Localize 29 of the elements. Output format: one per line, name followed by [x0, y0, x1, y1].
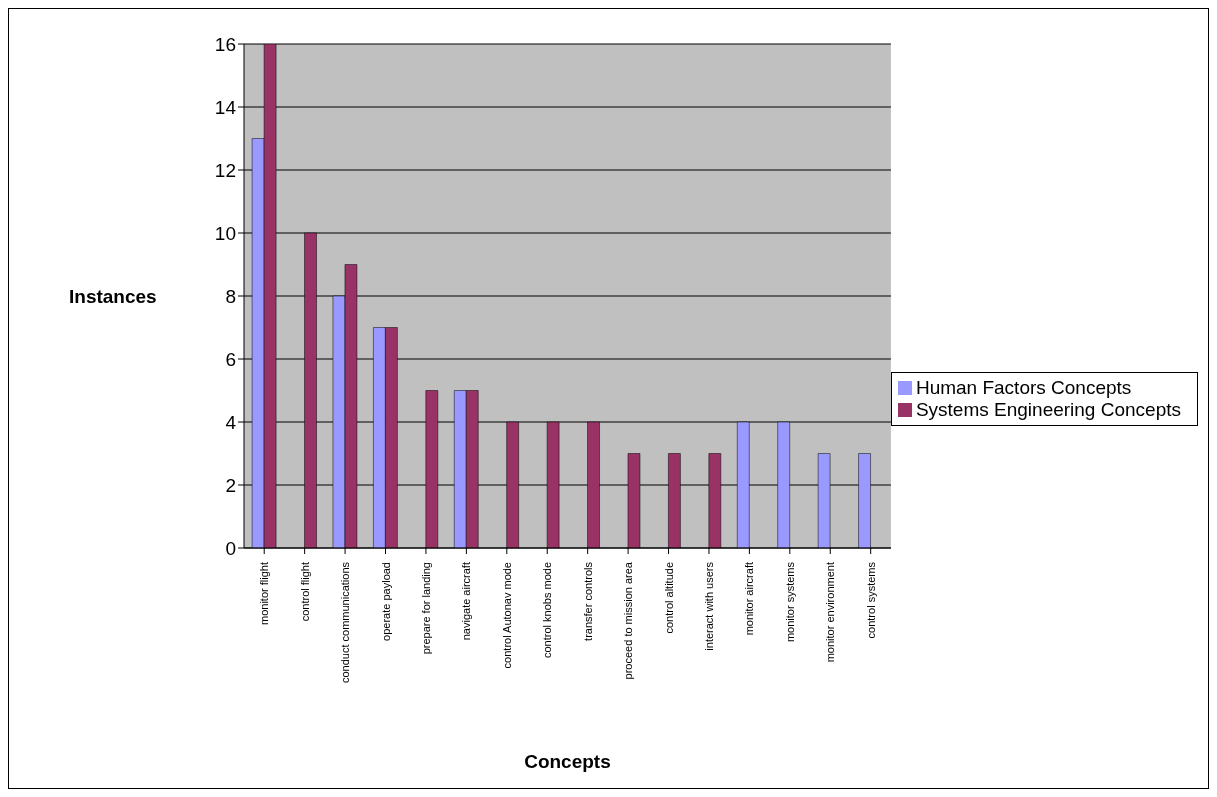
x-tick-label: control altitude: [662, 562, 675, 634]
y-tick-label: 4: [225, 411, 237, 433]
legend-label: Human Factors Concepts: [915, 376, 1132, 398]
x-tick-label: operate payload: [379, 562, 392, 641]
x-tick-label: monitor flight: [258, 562, 271, 625]
x-tick-label: navigate aircraft: [460, 562, 473, 641]
x-tick-label: control flight: [298, 562, 311, 622]
y-tick-label: 2: [225, 474, 236, 496]
x-tick-label: monitor aircraft: [743, 562, 756, 636]
x-axis-title: Concepts: [524, 751, 611, 772]
legend-label: Systems Engineering Concepts: [915, 398, 1181, 420]
x-tick-label: transfer controls: [581, 561, 594, 641]
x-tick-label: proceed to mission area: [622, 561, 635, 680]
y-tick-label: 8: [225, 285, 236, 307]
x-tick-label: monitor environment: [824, 562, 837, 663]
x-tick-label: control systems: [864, 561, 877, 639]
x-tick-label: interact with users: [702, 561, 715, 651]
x-tick-label: prepare for landing: [419, 562, 432, 655]
y-tick-label: 16: [214, 33, 236, 55]
x-tick-label: control Autonav mode: [500, 562, 513, 669]
y-tick-label: 12: [214, 159, 236, 181]
y-tick-label: 0: [225, 537, 236, 559]
x-tick-label: monitor systems: [783, 561, 796, 643]
x-tick-label: control knobs mode: [541, 562, 554, 658]
y-tick-label: 10: [214, 222, 236, 244]
y-tick-label: 14: [214, 96, 237, 118]
y-axis-title: Instances: [69, 285, 157, 307]
y-tick-label: 6: [225, 348, 236, 370]
x-tick-label: conduct communications: [339, 561, 352, 684]
